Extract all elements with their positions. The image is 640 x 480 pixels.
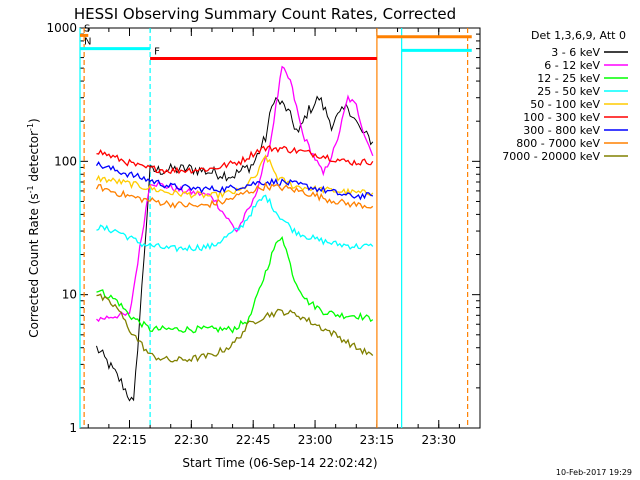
legend-label: 7000 - 20000 keV	[502, 150, 600, 163]
y-tick-label: 1000	[46, 21, 77, 35]
series-line-3	[96, 235, 374, 334]
flag-label: N	[84, 37, 91, 48]
generation-timestamp: 10-Feb-2017 19:29	[556, 468, 632, 477]
x-tick-label: 22:15	[112, 433, 147, 447]
y-tick-label: 100	[54, 154, 77, 168]
x-axis-label: Start Time (06-Sep-14 22:02:42)	[182, 456, 377, 470]
y-axis-label-part2: detector	[27, 131, 41, 186]
y-axis-label: Corrected Count Rate (s-1 detector-1)	[26, 118, 41, 337]
chart-title: HESSI Observing Summary Count Rates, Cor…	[74, 5, 456, 23]
plot-frame	[79, 27, 481, 429]
x-tick-label: 22:30	[174, 433, 209, 447]
x-tick-label: 23:00	[298, 433, 333, 447]
series-line-1	[96, 95, 374, 402]
y-axis-label-sup2: -1	[26, 123, 35, 131]
y-axis-label-part3: )	[27, 118, 41, 123]
legend-label: 100 - 300 keV	[523, 111, 600, 124]
series-line-8	[95, 181, 374, 210]
x-tick-label: 23:30	[421, 433, 456, 447]
series-line-4	[96, 194, 374, 253]
legend-label: 12 - 25 keV	[537, 72, 600, 85]
series-line-6	[96, 144, 374, 175]
legend-label: 800 - 7000 keV	[516, 137, 600, 150]
y-tick-label: 10	[62, 288, 77, 302]
x-tick-label: 22:45	[236, 433, 271, 447]
series-line-7	[95, 161, 374, 201]
legend-label: 300 - 800 keV	[523, 124, 600, 137]
flag-label: S	[84, 23, 90, 34]
legend-title: Det 1,3,6,9, Att 0	[531, 29, 626, 42]
x-tick-label: 23:15	[360, 433, 395, 447]
legend-label: 50 - 100 keV	[530, 98, 600, 111]
y-axis-label-part1: Corrected Count Rate (s	[27, 193, 41, 337]
flag-label: F	[154, 47, 160, 58]
legend-label: 3 - 6 keV	[551, 46, 600, 59]
legend-label: 6 - 12 keV	[544, 59, 600, 72]
y-tick-label: 1	[69, 421, 77, 435]
series-line-5	[95, 154, 374, 201]
legend-label: 25 - 50 keV	[537, 85, 600, 98]
plot-area: 1 10 100 1000 22:15 22:30 22:45 23:00 23:15 23:30…	[46, 21, 481, 447]
series-line-9	[96, 293, 374, 363]
y-axis-label-sup1: -1	[26, 185, 35, 193]
